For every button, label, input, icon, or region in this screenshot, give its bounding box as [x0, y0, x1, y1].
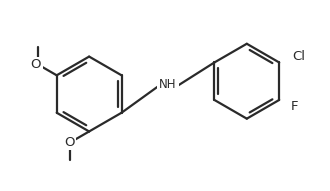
Text: O: O	[31, 58, 41, 71]
Text: F: F	[291, 100, 298, 113]
Text: Cl: Cl	[292, 50, 306, 63]
Text: NH: NH	[159, 78, 177, 91]
Text: O: O	[64, 136, 75, 149]
